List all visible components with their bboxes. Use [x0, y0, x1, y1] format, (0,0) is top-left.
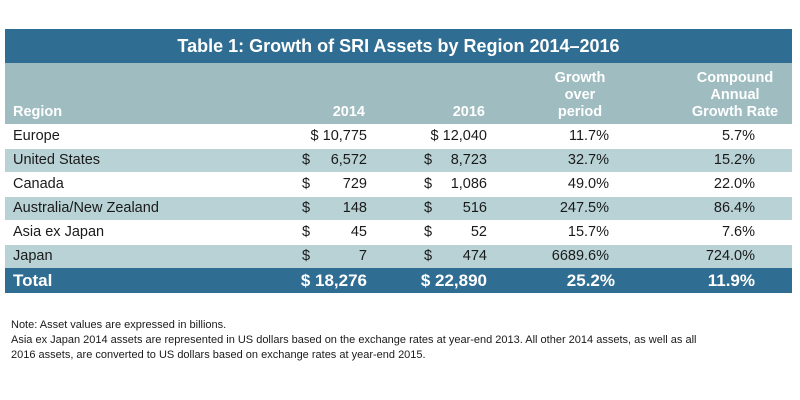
- table-notes: Note: Asset values are expressed in bill…: [11, 318, 791, 363]
- table-body: Europe $ 10,775 $ 12,040 11.7% 5.7% United St…: [5, 124, 792, 268]
- header-cagr-line-1: Compound: [683, 70, 787, 87]
- cell-growth: 6689.6%: [525, 248, 609, 264]
- note-line-3: 2016 assets, are converted to US dollars…: [11, 348, 791, 363]
- header-2016: 2016: [425, 104, 485, 121]
- cell-region: Asia ex Japan: [13, 224, 104, 240]
- total-2014: $ 18,276: [275, 271, 367, 291]
- cell-2014: 45: [305, 224, 367, 240]
- cell-region: Japan: [13, 248, 53, 264]
- header-growth-line-1: Growth: [545, 70, 615, 87]
- table-row: United States $ $6,572 8,723 32.7% 15.2%: [5, 148, 792, 172]
- cell-2014: 6,572: [305, 152, 367, 168]
- cell-growth: 49.0%: [525, 176, 609, 192]
- total-growth: 25.2%: [525, 271, 615, 291]
- table-row: Canada $ $729 1,086 49.0% 22.0%: [5, 172, 792, 196]
- cell-region: United States: [13, 152, 100, 168]
- header-growth-line-2: over: [545, 87, 615, 104]
- cell-2016: 1,086: [425, 176, 487, 192]
- cell-growth: 32.7%: [525, 152, 609, 168]
- cell-growth: 15.7%: [525, 224, 609, 240]
- header-cagr-line-2: Annual: [683, 87, 787, 104]
- cell-2016: 8,723: [425, 152, 487, 168]
- cell-2014: 7: [305, 248, 367, 264]
- cell-2016: 52: [425, 224, 487, 240]
- header-growth-over-period: Growth over period: [545, 70, 615, 121]
- cell-growth: 11.7%: [525, 128, 609, 144]
- header-cagr-line-3: Growth Rate: [683, 104, 787, 121]
- total-label: Total: [13, 271, 52, 291]
- header-growth-line-3: period: [545, 104, 615, 121]
- table-row: Europe $ 10,775 $ 12,040 11.7% 5.7%: [5, 124, 792, 148]
- cell-cagr: 5.7%: [655, 128, 755, 144]
- cell-cagr: 724.0%: [655, 248, 755, 264]
- sri-assets-table: Table 1: Growth of SRI Assets by Region …: [5, 29, 792, 293]
- cell-cagr: 86.4%: [655, 200, 755, 216]
- cell-2014: 148: [305, 200, 367, 216]
- cell-region: Europe: [13, 128, 60, 144]
- table-row: Australia/New Zealand $ $148 516 247.5% 86.4%: [5, 196, 792, 220]
- cell-2016: $ 12,040: [425, 128, 487, 144]
- total-2016: $ 22,890: [395, 271, 487, 291]
- cell-growth: 247.5%: [525, 200, 609, 216]
- cell-2016: 516: [425, 200, 487, 216]
- cell-2014: $ 10,775: [305, 128, 367, 144]
- note-line-1: Note: Asset values are expressed in bill…: [11, 318, 791, 333]
- table-title: Table 1: Growth of SRI Assets by Region …: [5, 29, 792, 63]
- table-header-row: Region 2014 2016 Growth over period Comp…: [5, 63, 792, 124]
- total-row: Total $ 18,276 $ 22,890 25.2% 11.9%: [5, 268, 792, 293]
- cell-region: Canada: [13, 176, 64, 192]
- cell-cagr: 15.2%: [655, 152, 755, 168]
- cell-region: Australia/New Zealand: [13, 200, 159, 216]
- table-row: Japan $ $7 474 6689.6% 724.0%: [5, 244, 792, 268]
- cell-2014: 729: [305, 176, 367, 192]
- cell-2016: 474: [425, 248, 487, 264]
- note-line-2: Asia ex Japan 2014 assets are represente…: [11, 333, 791, 348]
- table-row: Asia ex Japan $ $45 52 15.7% 7.6%: [5, 220, 792, 244]
- header-compound-annual-growth-rate: Compound Annual Growth Rate: [683, 70, 787, 121]
- total-cagr: 11.9%: [655, 271, 755, 291]
- header-2014: 2014: [305, 104, 365, 121]
- cell-cagr: 22.0%: [655, 176, 755, 192]
- cell-cagr: 7.6%: [655, 224, 755, 240]
- header-region: Region: [13, 104, 62, 121]
